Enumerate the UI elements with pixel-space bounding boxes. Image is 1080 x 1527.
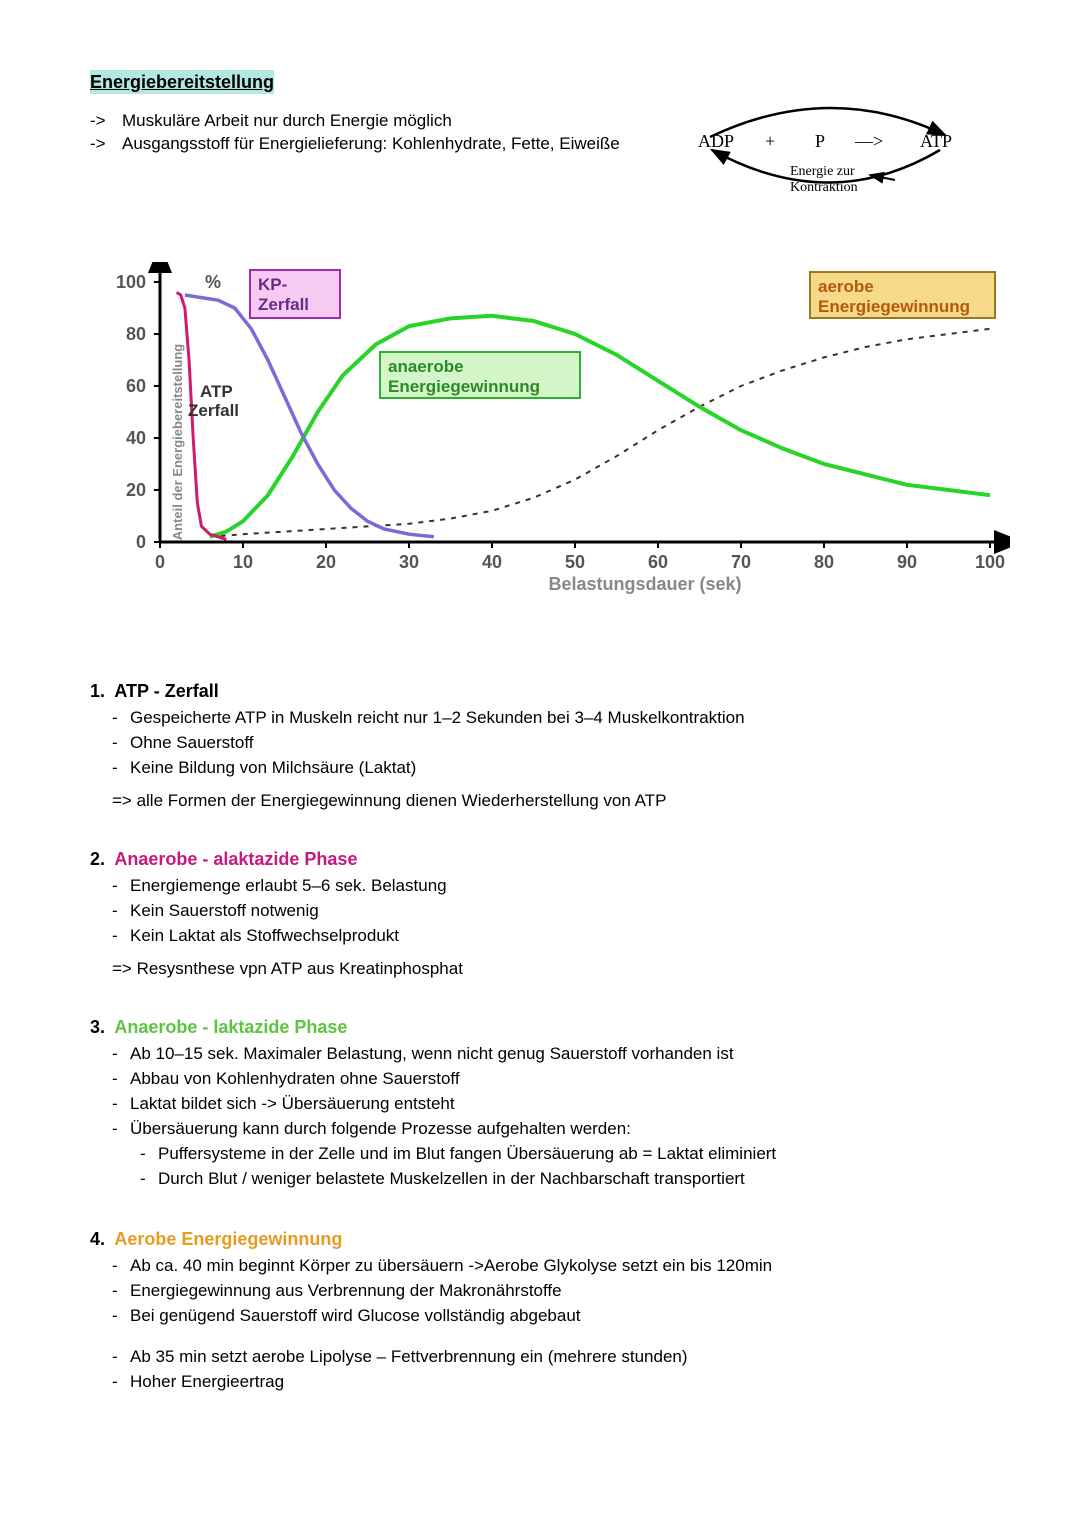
svg-text:60: 60: [648, 552, 668, 572]
svg-text:70: 70: [731, 552, 751, 572]
svg-text:90: 90: [897, 552, 917, 572]
svg-text:Energie zur: Energie zur: [790, 164, 855, 179]
svg-text:%: %: [205, 272, 221, 292]
svg-text:KP-: KP-: [258, 275, 287, 294]
svg-text:100: 100: [975, 552, 1005, 572]
cycle-plus: +: [765, 131, 775, 151]
svg-text:Kontraktion: Kontraktion: [790, 180, 858, 195]
svg-text:anaerobe: anaerobe: [388, 357, 464, 376]
cycle-atp: ATP: [920, 131, 952, 151]
cycle-adp: ADP: [698, 131, 734, 151]
section-heading: 1. ATP - Zerfall: [90, 679, 990, 703]
section-heading: 4. Aerobe Energiegewinnung: [90, 1227, 990, 1251]
svg-text:20: 20: [126, 480, 146, 500]
bullet-item: -Kein Laktat als Stoffwechselprodukt: [112, 925, 990, 948]
cycle-p: P: [815, 131, 825, 151]
arrow-icon: ->: [90, 110, 122, 133]
bullet-item: -Keine Bildung von Milchsäure (Laktat): [112, 757, 990, 780]
svg-text:0: 0: [136, 532, 146, 552]
svg-text:ATP: ATP: [200, 382, 233, 401]
bullet-item: -Kein Sauerstoff notwenig: [112, 900, 990, 923]
svg-text:100: 100: [116, 272, 146, 292]
bullet-item: -Ab 10–15 sek. Maximaler Belastung, wenn…: [112, 1043, 990, 1066]
bullet-item: -Gespeicherte ATP in Muskeln reicht nur …: [112, 707, 990, 730]
svg-text:80: 80: [126, 324, 146, 344]
svg-text:20: 20: [316, 552, 336, 572]
svg-text:40: 40: [126, 428, 146, 448]
bullet-item: - Übersäuerung kann durch folgende Proze…: [112, 1118, 990, 1141]
intro-line-2: Ausgangsstoff für Energielieferung: Kohl…: [122, 133, 620, 156]
svg-text:Energiegewinnung: Energiegewinnung: [818, 297, 970, 316]
section-heading: 2. Anaerobe - alaktazide Phase: [90, 847, 990, 871]
svg-text:80: 80: [814, 552, 834, 572]
svg-text:Zerfall: Zerfall: [258, 295, 309, 314]
svg-text:30: 30: [399, 552, 419, 572]
svg-text:Belastungsdauer (sek): Belastungsdauer (sek): [548, 574, 741, 594]
section-conclusion: => alle Formen der Energiegewinnung dien…: [112, 790, 990, 813]
bullet-item: -Abbau von Kohlenhydraten ohne Sauerstof…: [112, 1068, 990, 1091]
section-heading: 3. Anaerobe - laktazide Phase: [90, 1015, 990, 1039]
sub-bullet-item: -Puffersysteme in der Zelle und im Blut …: [140, 1143, 990, 1166]
svg-text:60: 60: [126, 376, 146, 396]
bullet-item: -Ohne Sauerstoff: [112, 732, 990, 755]
svg-text:Anteil der Energiebereitstellu: Anteil der Energiebereitstellung: [170, 344, 185, 541]
bullet-item: - Laktat bildet sich -> Übersäuerung ent…: [112, 1093, 990, 1116]
bullet-item: -Energiemenge erlaubt 5–6 sek. Belastung: [112, 875, 990, 898]
svg-text:40: 40: [482, 552, 502, 572]
svg-text:0: 0: [155, 552, 165, 572]
intro-line-1: Muskuläre Arbeit nur durch Energie mögli…: [122, 110, 452, 133]
sub-bullet-item: -Durch Blut / weniger belastete Muskelze…: [140, 1168, 990, 1191]
arrow-icon: ->: [90, 133, 122, 156]
section-conclusion: => Resysnthese vpn ATP aus Kreatinphosph…: [112, 958, 990, 981]
svg-text:aerobe: aerobe: [818, 277, 874, 296]
page-title: Energiebereitstellung: [90, 70, 274, 94]
svg-text:Energiegewinnung: Energiegewinnung: [388, 377, 540, 396]
svg-text:50: 50: [565, 552, 585, 572]
energy-chart: 0 20 40 60 80 100 0 10 20 30 40 50 60 70 80 90 100 Belast…: [90, 262, 1010, 612]
bullet-item: -Hoher Energieertrag: [112, 1371, 990, 1394]
bullet-item: -Ab 35 min setzt aerobe Lipolyse – Fettv…: [112, 1346, 990, 1369]
svg-text:10: 10: [233, 552, 253, 572]
bullet-item: -Energiegewinnung aus Verbrennung der Ma…: [112, 1280, 990, 1303]
bullet-item: -Bei genügend Sauerstoff wird Glucose vo…: [112, 1305, 990, 1328]
svg-text:Zerfall: Zerfall: [188, 401, 239, 420]
atp-cycle-diagram: ADP + P —> ATP Energie zur Kontraktion: [680, 95, 980, 215]
cycle-arrow: —>: [854, 131, 883, 151]
bullet-item: -Ab ca. 40 min beginnt Körper zu übersäu…: [112, 1255, 990, 1278]
